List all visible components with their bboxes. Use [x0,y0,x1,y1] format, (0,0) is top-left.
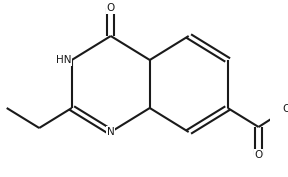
Text: O: O [255,150,263,160]
Text: O: O [283,104,288,114]
Text: O: O [107,3,115,13]
Text: N: N [107,127,115,137]
Text: HN: HN [56,55,72,65]
